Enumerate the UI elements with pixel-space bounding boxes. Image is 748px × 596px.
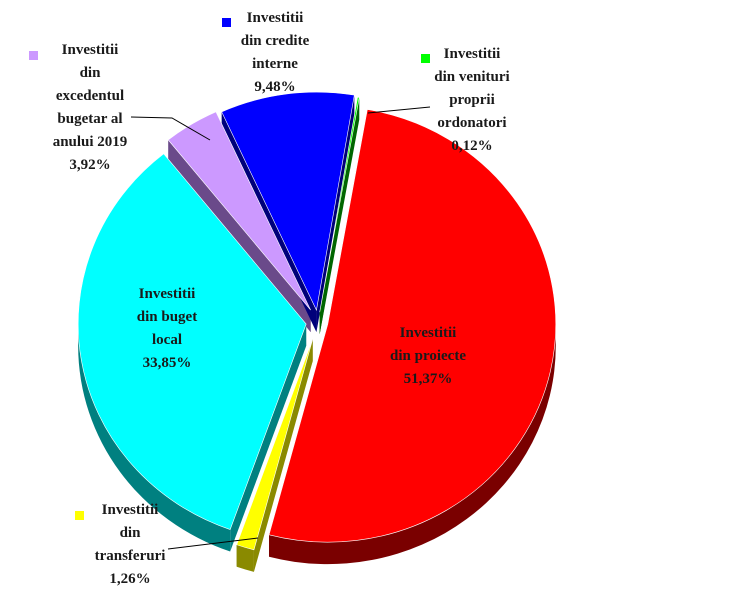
slice-value-2: 33,85% <box>143 355 192 371</box>
leader-line-5 <box>367 106 431 114</box>
pie-slice-4 <box>221 91 355 312</box>
slice-label-line-2-2: local <box>152 332 182 348</box>
label-marker-5 <box>421 54 430 63</box>
slice-value-3: 3,92% <box>69 157 110 173</box>
slice-label-line-3-3: bugetar al <box>57 111 122 127</box>
slice-label-line-5-1: din venituri <box>434 69 509 85</box>
slice-label-line-5-2: proprii <box>449 92 495 108</box>
slice-label-0: Investitii din proiecte 51,37% <box>390 325 466 387</box>
slice-label-1: Investitii din transferuri 1,26% <box>95 502 166 587</box>
slice-label-line-4-1: din credite <box>241 33 310 49</box>
pie-top-layer <box>77 91 556 551</box>
leader-line-3 <box>130 116 211 141</box>
pie-slice-wall-2-0 <box>230 324 307 552</box>
slice-value-5: 0,12% <box>451 138 492 154</box>
label-marker-3 <box>29 51 38 60</box>
slice-label-2: Investitii din buget local 33,85% <box>137 286 197 371</box>
slice-label-line-4-2: interne <box>252 56 298 72</box>
slice-label-line-3-2: excedentul <box>56 88 124 104</box>
slice-label-line-0-0: Investitii <box>400 325 457 341</box>
leader-line-1 <box>167 537 259 550</box>
pie-slice-wall-4-1 <box>316 95 355 333</box>
pie-slice-2 <box>77 153 307 530</box>
slice-value-1: 1,26% <box>109 571 150 587</box>
label-marker-4 <box>222 18 231 27</box>
slice-label-line-2-1: din buget <box>137 309 197 325</box>
slice-value-4: 9,48% <box>254 79 295 95</box>
slice-label-3: Investitii din excedentul bugetar al anului … <box>53 42 128 173</box>
slice-label-line-5-0: Investitii <box>444 46 501 62</box>
pie-slice-wall-5-1 <box>319 97 360 335</box>
pie-slice-1 <box>236 339 313 551</box>
slice-label-line-1-0: Investitii <box>102 502 159 518</box>
slice-label-5: Investitii din venituri proprii ordonatori 0… <box>434 46 509 154</box>
slice-labels: Investitii din proiecte 51,37% Investitii di… <box>29 10 510 587</box>
slice-label-line-1-2: transferuri <box>95 548 166 564</box>
pie-slice-side-2-0 <box>78 324 231 552</box>
pie-slice-wall-3-0 <box>168 139 311 333</box>
slice-label-line-0-1: din proiecte <box>390 348 466 364</box>
slice-label-line-2-0: Investitii <box>139 286 196 302</box>
pie-slice-3 <box>167 111 311 311</box>
pie-slice-0 <box>268 109 556 543</box>
pie-slice-5 <box>319 96 360 313</box>
slice-label-line-1-1: din <box>120 525 142 541</box>
slice-value-0: 51,37% <box>404 371 453 387</box>
pie-slice-side-0-0 <box>269 324 556 565</box>
slice-label-line-3-1: din <box>80 65 102 81</box>
slice-label-4: Investitii din credite interne 9,48% <box>241 10 310 95</box>
slice-label-line-3-0: Investitii <box>62 42 119 58</box>
slice-label-line-5-3: ordonatori <box>437 115 506 131</box>
label-marker-1 <box>75 511 84 520</box>
slice-label-line-3-4: anului 2019 <box>53 134 128 150</box>
slice-label-line-4-0: Investitii <box>247 10 304 26</box>
leader-lines <box>130 106 431 550</box>
